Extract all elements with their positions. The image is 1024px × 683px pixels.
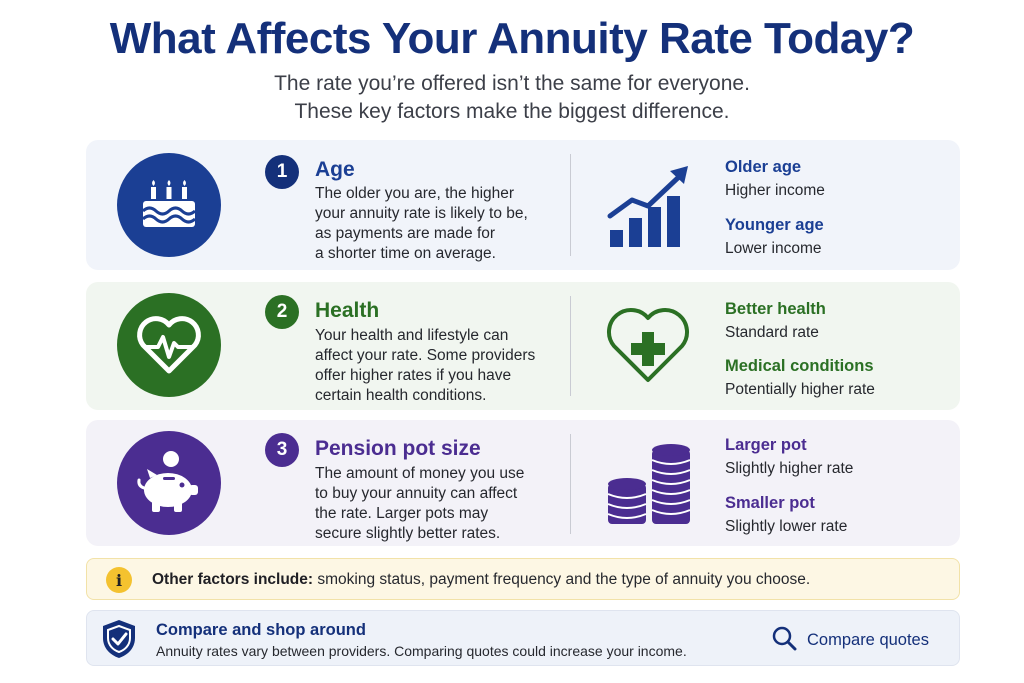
page-title: What Affects Your Annuity Rate Today? <box>109 14 915 63</box>
factor-title: Pension pot size <box>315 437 481 460</box>
divider <box>570 434 571 534</box>
rising-bar-chart-icon <box>604 162 694 257</box>
compare-title: Compare and shop around <box>156 621 366 639</box>
page-subtitle-line-2: These key factors make the biggest diffe… <box>294 100 730 123</box>
info-icon: i <box>106 567 132 593</box>
other-factors-label: Other factors include: <box>152 571 314 588</box>
side-heading-medical-conditions: Medical conditions <box>725 357 874 375</box>
coin-stacks-icon <box>604 442 696 535</box>
factor-description: Your health and lifestyle can affect you… <box>315 327 536 404</box>
side-value-better-health: Standard rate <box>725 324 819 341</box>
shield-check-icon <box>99 618 139 665</box>
compare-footer: Compare and shop around Annuity rates va… <box>86 610 960 666</box>
birthday-cake-icon <box>117 153 221 257</box>
side-value-smaller-pot: Slightly lower rate <box>725 518 848 535</box>
side-value-medical-conditions: Potentially higher rate <box>725 381 875 398</box>
compare-quotes-link[interactable]: Compare quotes <box>771 625 929 656</box>
side-value-younger-age: Lower income <box>725 240 822 257</box>
piggy-bank-icon <box>117 431 221 535</box>
side-heading-older-age: Older age <box>725 158 802 176</box>
page-subtitle-line-1: The rate you’re offered isn’t the same f… <box>274 72 750 95</box>
compare-text: Annuity rates vary between providers. Co… <box>156 643 687 659</box>
factor-title: Health <box>315 299 380 322</box>
side-heading-younger-age: Younger age <box>725 216 824 234</box>
factor-card-health: 2 Health Your health and lifestyle can a… <box>86 282 960 410</box>
side-heading-larger-pot: Larger pot <box>725 436 807 454</box>
factor-card-age: 1 Age The older you are, the higher your… <box>86 140 960 270</box>
other-factors-text: Other factors include: smoking status, p… <box>152 571 810 589</box>
factor-card-pension-pot: 3 Pension pot size The amount of money y… <box>86 420 960 546</box>
divider <box>570 296 571 396</box>
other-factors-note: i Other factors include: smoking status,… <box>86 558 960 600</box>
factor-number-badge: 1 <box>265 155 299 189</box>
heart-pulse-icon <box>117 293 221 397</box>
other-factors-list: smoking status, payment frequency and th… <box>313 571 811 588</box>
side-value-older-age: Higher income <box>725 182 825 199</box>
factor-description: The older you are, the higher your annui… <box>315 185 528 262</box>
factor-number-badge: 2 <box>265 295 299 329</box>
factor-title: Age <box>315 158 355 181</box>
search-icon <box>771 625 797 656</box>
side-heading-smaller-pot: Smaller pot <box>725 494 815 512</box>
heart-cross-icon <box>604 306 692 391</box>
divider <box>570 154 571 256</box>
factor-number-badge: 3 <box>265 433 299 467</box>
factor-description: The amount of money you use to buy your … <box>315 465 525 542</box>
side-heading-better-health: Better health <box>725 300 826 318</box>
side-value-larger-pot: Slightly higher rate <box>725 460 854 477</box>
compare-quotes-label: Compare quotes <box>807 631 929 649</box>
